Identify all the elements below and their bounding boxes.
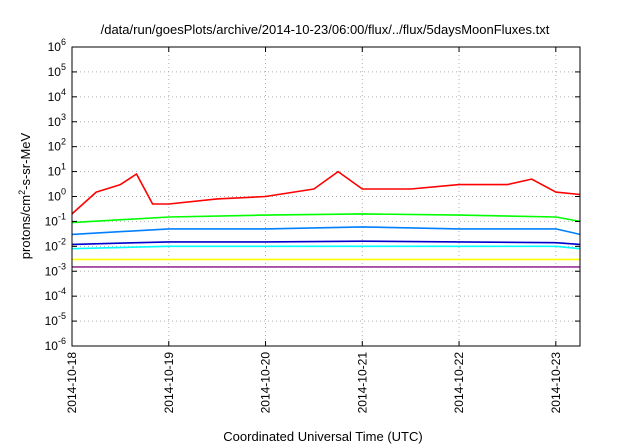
series-line-4	[71, 245, 581, 250]
x-axis-label: Coordinated Universal Time (UTC)	[223, 429, 422, 444]
series-line-3	[71, 226, 581, 236]
y-tick-label: 10-3	[45, 261, 66, 278]
y-tick-label: 10-4	[45, 286, 66, 303]
series-line-5	[71, 240, 581, 246]
y-axis-label: protons/cm2-s-sr-MeV	[17, 132, 33, 259]
y-axis: 10-6 10-5 10-4 10-3 10-2 10-1 100 101 102 103 104 1…	[45, 37, 580, 353]
y-tick-label: 10-6	[45, 336, 66, 353]
series-line-1	[71, 170, 581, 215]
x-tick-label: 2014-10-18	[65, 352, 79, 414]
y-tick-label: 100	[48, 187, 66, 204]
x-tick-label: 2014-10-21	[355, 352, 369, 414]
x-tick-label: 2014-10-19	[162, 352, 176, 414]
y-tick-label: 102	[48, 137, 66, 154]
y-tick-label: 106	[48, 37, 66, 54]
y-tick-label: 104	[48, 87, 66, 104]
y-tick-label: 103	[48, 112, 66, 129]
series-layer	[71, 170, 581, 268]
x-tick-label: 2014-10-20	[259, 352, 273, 414]
y-tick-label: 101	[48, 162, 66, 179]
x-tick-label: 2014-10-23	[549, 352, 563, 414]
series-line-2	[71, 213, 581, 224]
y-tick-label: 10-2	[45, 236, 66, 253]
x-tick-label: 2014-10-22	[452, 352, 466, 414]
chart-title: /data/run/goesPlots/archive/2014-10-23/0…	[101, 22, 550, 37]
x-axis: 2014-10-18 2014-10-19 2014-10-20 2014-10-21…	[65, 47, 563, 413]
y-tick-label: 10-1	[45, 211, 66, 228]
y-tick-label: 10-5	[45, 311, 66, 328]
y-tick-label: 105	[48, 62, 66, 79]
